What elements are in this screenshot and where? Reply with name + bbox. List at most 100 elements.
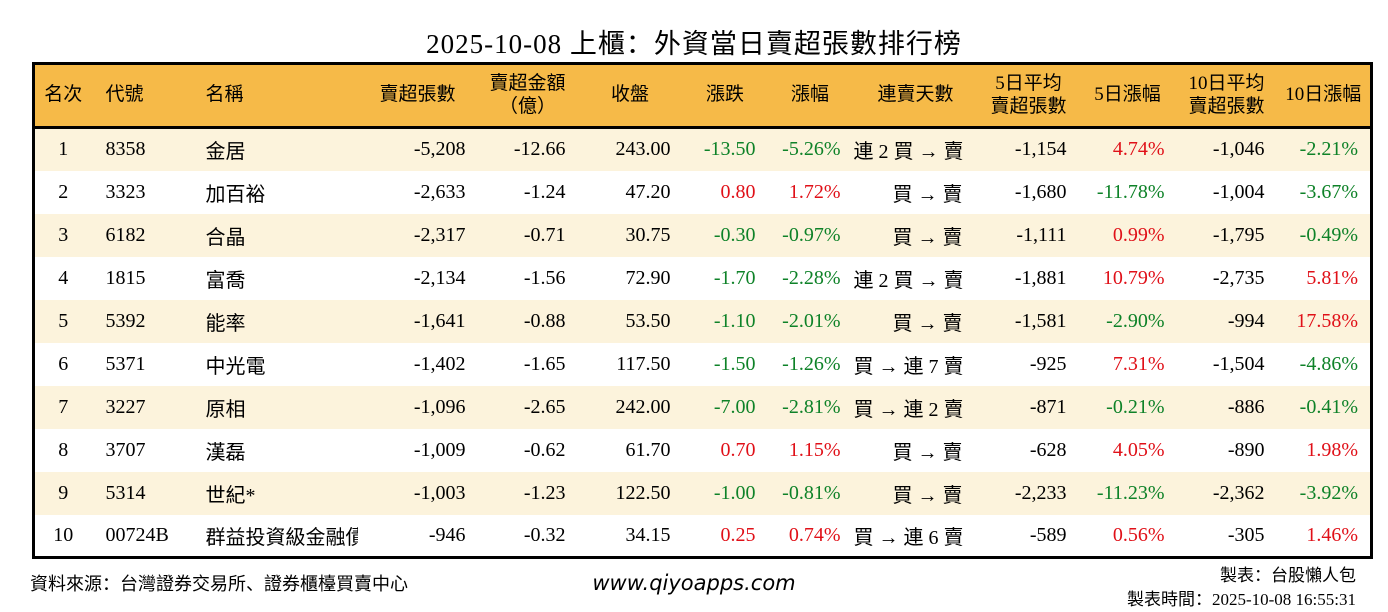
cell-sell-amount: -0.32 bbox=[523, 523, 566, 546]
cell-sell-volume: -1,641 bbox=[413, 309, 466, 332]
table-row: 7 3227 原相 -1,096 -2.65 242.00 -7.00 -2.8… bbox=[33, 385, 1372, 429]
cell-rank: 6 bbox=[58, 352, 69, 375]
cell-sell-amount: -1.23 bbox=[523, 481, 566, 504]
cell-streak: 連 2 買 → 賣 bbox=[853, 141, 964, 164]
cell-avg10-volume: -305 bbox=[1227, 523, 1265, 546]
cell-streak: 買 → 連 2 賣 bbox=[853, 398, 964, 421]
cell-sell-amount: -1.56 bbox=[523, 266, 566, 289]
cell-avg5-volume: -1,111 bbox=[1016, 223, 1067, 246]
cell-avg5-volume: -589 bbox=[1029, 523, 1067, 546]
header-row: 名次 代號 名稱 賣超張數 賣超金額 （億） 收盤 漲跌 漲幅 連賣天數 5日平… bbox=[33, 63, 1372, 129]
cell-stock-code: 00724B bbox=[105, 523, 169, 546]
cell-rank: 3 bbox=[58, 223, 69, 246]
cell-avg5-volume: -1,881 bbox=[1014, 266, 1067, 289]
cell-sell-volume: -1,003 bbox=[413, 481, 466, 504]
cell-streak: 買 → 連 7 賣 bbox=[853, 355, 964, 378]
cell-pct5: -11.23% bbox=[1096, 481, 1165, 504]
cell-pct10: -4.86% bbox=[1299, 352, 1358, 375]
cell-stock-code: 6182 bbox=[105, 223, 146, 246]
cell-pct10: 1.46% bbox=[1306, 523, 1358, 546]
cell-close-price: 117.50 bbox=[616, 352, 671, 375]
cell-change-pct: -0.81% bbox=[782, 481, 841, 504]
cell-rank: 8 bbox=[58, 438, 69, 461]
cell-stock-name: 世紀* bbox=[205, 484, 256, 507]
cell-avg5-volume: -1,154 bbox=[1014, 138, 1067, 161]
cell-change-pct: -2.01% bbox=[782, 309, 841, 332]
cell-change-pct: -1.26% bbox=[782, 352, 841, 375]
col-header-rank: 名次 bbox=[33, 63, 92, 129]
cell-close-price: 242.00 bbox=[615, 395, 671, 418]
cell-pct5: -0.21% bbox=[1106, 395, 1165, 418]
cell-rank: 4 bbox=[58, 266, 69, 289]
cell-change: -13.50 bbox=[703, 138, 756, 161]
col-header-avg5: 5日平均 賣超張數 bbox=[978, 63, 1079, 129]
cell-avg10-volume: -1,046 bbox=[1212, 138, 1265, 161]
cell-pct5: 0.56% bbox=[1112, 523, 1165, 546]
cell-streak: 買 → 賣 bbox=[892, 312, 963, 335]
cell-close-price: 243.00 bbox=[615, 138, 671, 161]
table-row: 1 8358 金居 -5,208 -12.66 243.00 -13.50 -5… bbox=[33, 127, 1372, 171]
cell-change-pct: -0.97% bbox=[782, 223, 841, 246]
cell-close-price: 34.15 bbox=[625, 523, 671, 546]
table-body: 1 8358 金居 -5,208 -12.66 243.00 -13.50 -5… bbox=[33, 127, 1372, 558]
cell-change: -1.00 bbox=[713, 481, 756, 504]
cell-stock-code: 5392 bbox=[105, 309, 146, 332]
cell-streak: 連 2 買 → 賣 bbox=[853, 269, 964, 292]
table-row: 2 3323 加百裕 -2,633 -1.24 47.20 0.80 1.72%… bbox=[34, 171, 1372, 214]
cell-sell-amount: -1.65 bbox=[523, 352, 566, 375]
cell-sell-amount: -0.88 bbox=[523, 309, 566, 332]
cell-change-pct: 1.72% bbox=[788, 180, 841, 203]
cell-pct10: -0.49% bbox=[1299, 223, 1358, 246]
cell-sell-amount: -1.24 bbox=[523, 180, 566, 203]
cell-stock-code: 8358 bbox=[105, 138, 146, 161]
cell-change-pct: 0.74% bbox=[788, 523, 841, 546]
cell-avg10-volume: -2,362 bbox=[1212, 481, 1265, 504]
cell-sell-volume: -1,402 bbox=[413, 352, 466, 375]
col-header-sell-amount: 賣超金額 （億） bbox=[477, 63, 578, 129]
cell-stock-name: 漢磊 bbox=[205, 441, 246, 464]
cell-avg5-volume: -925 bbox=[1029, 352, 1067, 375]
cell-change-pct: -2.28% bbox=[782, 266, 841, 289]
cell-pct10: -3.67% bbox=[1299, 180, 1358, 203]
cell-avg10-volume: -1,795 bbox=[1212, 223, 1265, 246]
col-header-streak: 連賣天數 bbox=[852, 63, 979, 129]
cell-rank: 10 bbox=[53, 523, 74, 546]
cell-avg10-volume: -886 bbox=[1227, 395, 1265, 418]
maker-credit: 製表：台股懶人包 bbox=[1220, 566, 1356, 585]
cell-pct5: 4.05% bbox=[1112, 438, 1165, 461]
made-at-timestamp: 製表時間：2025-10-08 16:55:31 bbox=[1126, 589, 1356, 609]
cell-stock-code: 3323 bbox=[105, 180, 146, 203]
cell-change-pct: 1.15% bbox=[788, 438, 841, 461]
cell-rank: 5 bbox=[58, 309, 69, 332]
cell-rank: 2 bbox=[58, 180, 69, 203]
cell-pct5: 4.74% bbox=[1112, 138, 1165, 161]
cell-pct5: -2.90% bbox=[1106, 309, 1165, 332]
cell-sell-volume: -2,633 bbox=[413, 180, 466, 203]
cell-change-pct: -5.26% bbox=[782, 138, 841, 161]
cell-avg10-volume: -1,504 bbox=[1212, 352, 1265, 375]
data-source-note: 資料來源：台灣證券交易所、證券櫃檯買賣中心 bbox=[30, 574, 408, 594]
table-row: 8 3707 漢磊 -1,009 -0.62 61.70 0.70 1.15% … bbox=[34, 429, 1372, 472]
col-header-name: 名稱 bbox=[191, 63, 358, 129]
col-header-code: 代號 bbox=[91, 63, 192, 129]
cell-close-price: 122.50 bbox=[615, 481, 671, 504]
cell-rank: 9 bbox=[58, 481, 69, 504]
cell-avg10-volume: -890 bbox=[1227, 438, 1265, 461]
cell-sell-volume: -946 bbox=[428, 523, 466, 546]
table-row: 4 1815 富喬 -2,134 -1.56 72.90 -1.70 -2.28… bbox=[34, 257, 1372, 300]
cell-close-price: 61.70 bbox=[625, 438, 671, 461]
cell-rank: 7 bbox=[58, 395, 69, 418]
table-row: 3 6182 合晶 -2,317 -0.71 30.75 -0.30 -0.97… bbox=[33, 213, 1372, 257]
cell-stock-code: 5314 bbox=[105, 481, 146, 504]
cell-streak: 買 → 連 6 賣 bbox=[853, 526, 964, 549]
cell-pct10: 5.81% bbox=[1306, 266, 1358, 289]
cell-sell-volume: -2,317 bbox=[413, 223, 466, 246]
cell-stock-name: 加百裕 bbox=[205, 183, 266, 206]
cell-streak: 買 → 賣 bbox=[892, 441, 963, 464]
cell-stock-name: 群益投資級金融債 bbox=[205, 526, 358, 549]
cell-avg5-volume: -1,680 bbox=[1014, 180, 1067, 203]
website-text: www.qiyoapps.com bbox=[592, 571, 796, 595]
cell-change: -1.10 bbox=[713, 309, 756, 332]
cell-sell-amount: -0.62 bbox=[523, 438, 566, 461]
cell-change: -0.30 bbox=[713, 223, 756, 246]
